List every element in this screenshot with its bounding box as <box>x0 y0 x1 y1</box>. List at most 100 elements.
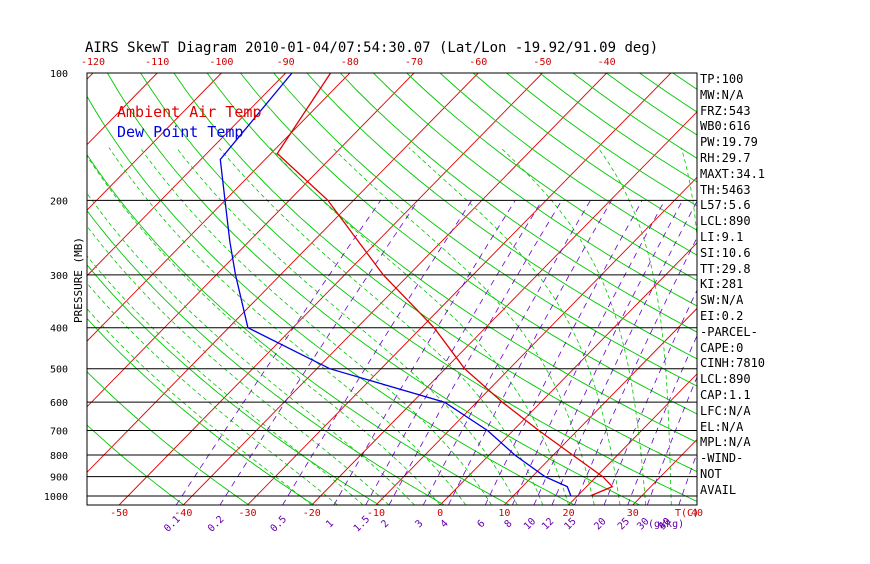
stat-wind-header: -WIND- <box>700 451 765 467</box>
dry-adiabat-line <box>839 73 870 505</box>
stat-mw: MW:N/A <box>700 88 765 104</box>
top-temp-tick-label: -90 <box>277 57 295 68</box>
isotherm-line <box>761 73 870 505</box>
stat-cinh: CINH:7810 <box>700 356 765 372</box>
stat-tp: TP:100 <box>700 72 765 88</box>
top-temp-tick-label: -60 <box>469 57 487 68</box>
mixing-ratio-tick-label: 4 <box>439 518 451 530</box>
stat-cap: CAP:1.1 <box>700 388 765 404</box>
stat-lcl: LCL:890 <box>700 214 765 230</box>
top-temp-tick-label: -110 <box>145 57 169 68</box>
bottom-temp-tick-label: -10 <box>367 508 385 519</box>
moist-adiabat-line <box>501 148 646 506</box>
dry-adiabat-line <box>806 73 870 505</box>
isotherm-line <box>248 73 671 505</box>
mixing-ratio-tick-label: 3 <box>414 518 426 530</box>
stat-rh: RH:29.7 <box>700 151 765 167</box>
stat-wind-not: NOT <box>700 467 765 483</box>
moist-adiabat-line <box>109 148 466 506</box>
dry-adiabat-line <box>274 73 870 505</box>
dry-adiabat-line <box>440 73 870 505</box>
stat-parcel-lcl: LCL:890 <box>700 372 765 388</box>
stat-wb0: WB0:616 <box>700 119 765 135</box>
stat-tt: TT:29.8 <box>700 262 765 278</box>
dry-adiabat-line <box>373 73 870 505</box>
bottom-temp-tick-label: -50 <box>110 508 128 519</box>
stat-cape: CAPE:0 <box>700 341 765 357</box>
moist-adiabat-line <box>0 148 312 506</box>
moist-adiabat-line <box>219 148 543 506</box>
mixing-ratio-line <box>534 200 683 505</box>
stat-mpl: MPL:N/A <box>700 435 765 451</box>
stat-parcel-header: -PARCEL- <box>700 325 765 341</box>
mixing-ratio-tick-label: 10 <box>522 516 538 532</box>
x-unit-label: T(C) <box>675 508 699 519</box>
pressure-tick-label: 900 <box>50 473 68 484</box>
stat-si: SI:10.6 <box>700 246 765 262</box>
stat-l57: L57:5.6 <box>700 198 765 214</box>
mixing-ratio-tick-label: 0.5 <box>269 514 290 535</box>
isotherm-line <box>504 73 870 505</box>
pressure-tick-label: 1000 <box>44 492 68 503</box>
mixing-ratio-line <box>220 200 418 505</box>
pressure-tick-label: 200 <box>50 196 68 207</box>
isotherm-line <box>825 73 870 505</box>
mixing-ratio-tick-label: 20 <box>592 516 608 532</box>
dry-adiabat-line <box>174 73 770 505</box>
mixing-ratio-unit-label: (g/kg) <box>648 519 684 530</box>
dry-adiabat-line <box>340 73 870 505</box>
pressure-tick-label: 100 <box>50 69 68 80</box>
mixing-ratio-line <box>366 200 542 505</box>
y-axis-label: PRESSURE (MB) <box>72 237 85 323</box>
top-temp-tick-label: -120 <box>81 57 105 68</box>
stat-ei: EI:0.2 <box>700 309 765 325</box>
stat-li: LI:9.1 <box>700 230 765 246</box>
chart-title: AIRS SkewT Diagram 2010-01-04/07:54:30.0… <box>85 40 658 56</box>
isotherm-line <box>440 73 863 505</box>
bottom-temp-tick-label: 0 <box>437 508 443 519</box>
dry-adiabat-line <box>240 73 870 505</box>
stat-sw: SW:N/A <box>700 293 765 309</box>
bottom-temp-tick-label: -20 <box>303 508 321 519</box>
mixing-ratio-line <box>485 200 642 505</box>
stat-ki: KI:281 <box>700 277 765 293</box>
pressure-tick-label: 800 <box>50 451 68 462</box>
bottom-temp-tick-label: -30 <box>238 508 256 519</box>
stat-el: EL:N/A <box>700 420 765 436</box>
top-temp-tick-label: -50 <box>533 57 551 68</box>
moist-adiabat-line <box>176 148 517 506</box>
mixing-ratio-tick-label: 12 <box>540 516 556 532</box>
top-temp-tick-label: -70 <box>405 57 423 68</box>
moist-adiabat-line <box>82 148 441 506</box>
pressure-tick-label: 700 <box>50 427 68 438</box>
legend-dew-point-temp: Dew Point Temp <box>117 123 243 141</box>
pressure-tick-label: 400 <box>50 324 68 335</box>
pressure-tick-label: 600 <box>50 398 68 409</box>
mixing-ratio-tick-label: 8 <box>503 518 515 530</box>
moist-adiabat-line <box>332 148 594 506</box>
mixing-ratio-line <box>176 200 381 505</box>
dry-adiabat-line <box>773 73 870 505</box>
dew-point-temp-line <box>220 73 571 496</box>
isotherm-line <box>0 73 29 505</box>
mixing-ratio-tick-label: 1 <box>324 518 336 530</box>
pressure-tick-label: 500 <box>50 365 68 376</box>
pressure-tick-label: 300 <box>50 271 68 282</box>
stat-wind-avail: AVAIL <box>700 483 765 499</box>
mixing-ratio-line <box>552 200 697 505</box>
mixing-ratio-line <box>449 200 612 505</box>
top-temp-tick-label: -100 <box>209 57 233 68</box>
dry-adiabat-line <box>507 73 870 505</box>
dry-adiabat-line <box>407 73 870 505</box>
stat-lfc: LFC:N/A <box>700 404 765 420</box>
sounding-stats: TP:100 MW:N/A FRZ:543 WB0:616 PW:19.79 R… <box>700 72 765 499</box>
moist-adiabat-line <box>36 148 389 506</box>
mixing-ratio-tick-label: 0.2 <box>206 514 227 535</box>
mixing-ratio-tick-label: 6 <box>476 518 488 530</box>
mixing-ratio-line <box>389 200 562 505</box>
stat-maxt: MAXT:34.1 <box>700 167 765 183</box>
top-temp-tick-label: -80 <box>341 57 359 68</box>
legend-ambient-air-temp: Ambient Air Temp <box>117 103 262 121</box>
mixing-ratio-tick-label: 2 <box>379 518 391 530</box>
